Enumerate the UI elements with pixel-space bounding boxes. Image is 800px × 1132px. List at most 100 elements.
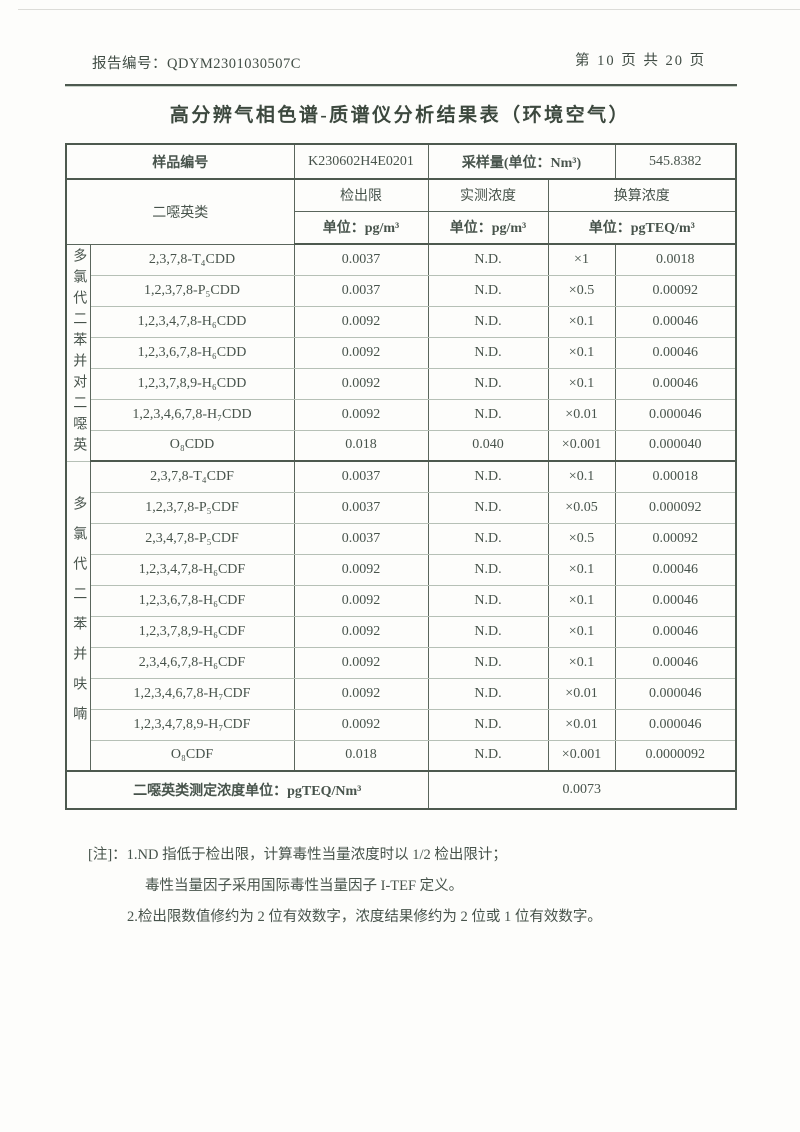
detection-limit: 0.0037: [293, 491, 429, 524]
measured-value: 0.040: [427, 429, 549, 462]
measured-value: N.D.: [427, 522, 549, 555]
unit-measured: 单位：pg/m³: [427, 210, 549, 245]
measured-value: N.D.: [427, 491, 549, 524]
column-header-row: 二噁英类 检出限 实测浓度 换算浓度: [65, 178, 737, 245]
compound-name: 1,2,3,4,7,8-H₆CDF: [89, 553, 295, 586]
tef-factor: ×0.1: [547, 584, 616, 617]
measured-value: N.D.: [427, 646, 549, 679]
compound-name: O₈CDD: [89, 429, 295, 462]
total-row: 二噁英类测定浓度单位：pgTEQ/Nm³ 0.0073: [65, 770, 737, 809]
compound-name: 2,3,7,8-T₄CDF: [89, 460, 295, 493]
footnotes: [注]：1.ND 指低于检出限，计算毒性当量浓度时以 1/2 检出限计； 毒性当…: [88, 840, 728, 933]
col-converted: 换算浓度: [547, 178, 737, 212]
measured-value: N.D.: [427, 708, 549, 741]
compound-name: 1,2,3,6,7,8-H₆CDF: [89, 584, 295, 617]
table-row: O₈CDF 0.018 N.D. ×0.001 0.0000092: [66, 739, 737, 772]
measured-value: N.D.: [427, 584, 549, 617]
sample-volume-value: 545.8382: [614, 144, 737, 180]
table-row: 多氯代二苯并呋喃 2,3,7,8-T₄CDF 0.0037 N.D. ×0.1 …: [65, 460, 737, 772]
sample-volume-label: 采样量(单位：Nm³): [427, 144, 616, 180]
compound-name: 1,2,3,4,7,8-H₆CDD: [89, 305, 295, 338]
compound-name: 1,2,3,6,7,8-H₆CDD: [89, 336, 295, 369]
measured-value: N.D.: [427, 367, 549, 400]
table-row: 1,2,3,6,7,8-H₆CDF 0.0092 N.D. ×0.1 0.000…: [66, 584, 737, 617]
table-row: 1,2,3,7,8,9-H₆CDF 0.0092 N.D. ×0.1 0.000…: [66, 615, 737, 648]
tef-factor: ×0.01: [547, 398, 616, 431]
converted-value: 0.00046: [614, 336, 737, 369]
dioxin-category-label: 二噁英类: [65, 178, 295, 245]
converted-value: 0.000040: [614, 429, 737, 462]
page-indicator: 第 10 页 共 20 页: [575, 53, 707, 69]
converted-value: 0.00092: [614, 274, 737, 307]
converted-value: 0.000092: [614, 491, 737, 524]
converted-value: 0.00046: [614, 367, 737, 400]
measured-value: N.D.: [427, 553, 549, 586]
detection-limit: 0.0092: [293, 708, 429, 741]
measured-value: N.D.: [427, 398, 549, 431]
sample-info-row: 样品编号 K230602H4E0201 采样量(单位：Nm³) 545.8382: [65, 144, 737, 180]
table-row: 多氯代二苯并对二噁英 2,3,7,8-T₄CDD 0.0037 N.D. ×1 …: [65, 243, 737, 462]
converted-value: 0.00046: [614, 646, 737, 679]
report-number: 报告编号：QDYM2301030507C: [92, 56, 301, 72]
table-row: 1,2,3,7,8-P₅CDD 0.0037 N.D. ×0.5 0.00092: [66, 274, 737, 307]
footnote-line: [注]：1.ND 指低于检出限，计算毒性当量浓度时以 1/2 检出限计；: [88, 840, 728, 871]
detection-limit: 0.0092: [293, 615, 429, 648]
converted-value: 0.000046: [614, 398, 737, 431]
detection-limit: 0.0092: [293, 677, 429, 710]
compound-name: 1,2,3,7,8,9-H₆CDD: [89, 367, 295, 400]
table-row: 1,2,3,4,6,7,8-H₇CDF 0.0092 N.D. ×0.01 0.…: [66, 677, 737, 710]
tef-factor: ×0.1: [547, 336, 616, 369]
header-divider: [65, 84, 737, 87]
footnote-line: 毒性当量因子采用国际毒性当量因子 I-TEF 定义。: [145, 878, 464, 894]
table-row: 1,2,3,4,6,7,8-H₇CDD 0.0092 N.D. ×0.01 0.…: [66, 398, 737, 431]
compound-name: 2,3,4,6,7,8-H₆CDF: [89, 646, 295, 679]
sample-id-value: K230602H4E0201: [293, 144, 429, 180]
col-detection-limit: 检出限: [293, 178, 429, 212]
total-value: 0.0073: [427, 770, 737, 809]
unit-detection-limit: 单位：pg/m³: [293, 210, 429, 245]
table-row: 2,3,4,6,7,8-H₆CDF 0.0092 N.D. ×0.1 0.000…: [66, 646, 737, 679]
table-row: 1,2,3,6,7,8-H₆CDD 0.0092 N.D. ×0.1 0.000…: [66, 336, 737, 369]
detection-limit: 0.0092: [293, 336, 429, 369]
converted-value: 0.00046: [614, 305, 737, 338]
unit-row: 单位：pg/m³ 单位：pg/m³ 单位：pgTEQ/m³: [66, 210, 737, 245]
tef-factor: ×0.1: [547, 460, 616, 493]
tef-factor: ×0.1: [547, 646, 616, 679]
measured-value: N.D.: [427, 460, 549, 493]
footnote-line: 2.检出限数值修约为 2 位有效数字，浓度结果修约为 2 位或 1 位有效数字。: [127, 909, 602, 925]
total-label: 二噁英类测定浓度单位：pgTEQ/Nm³: [65, 770, 429, 809]
measured-value: N.D.: [427, 677, 549, 710]
tef-factor: ×0.01: [547, 677, 616, 710]
converted-value: 0.00092: [614, 522, 737, 555]
converted-value: 0.00046: [614, 584, 737, 617]
detection-limit: 0.0092: [293, 646, 429, 679]
dioxin-results-table: 样品编号 K230602H4E0201 采样量(单位：Nm³) 545.8382…: [65, 143, 738, 810]
compound-name: O₈CDF: [89, 739, 295, 772]
converted-value: 0.000046: [614, 708, 737, 741]
detection-limit: 0.0037: [293, 522, 429, 555]
detection-limit: 0.0037: [293, 243, 429, 276]
converted-value: 0.0018: [614, 243, 737, 276]
compound-name: 1,2,3,7,8-P₅CDF: [89, 491, 295, 524]
compound-name: 1,2,3,7,8,9-H₆CDF: [89, 615, 295, 648]
compound-name: 1,2,3,7,8-P₅CDD: [89, 274, 295, 307]
table-row: 1,2,3,7,8-P₅CDF 0.0037 N.D. ×0.05 0.0000…: [66, 491, 737, 524]
tef-factor: ×0.001: [547, 429, 616, 462]
detection-limit: 0.0092: [293, 398, 429, 431]
tef-factor: ×0.01: [547, 708, 616, 741]
group-pcdf-label: 多氯代二苯并呋喃: [65, 460, 91, 772]
measured-value: N.D.: [427, 739, 549, 772]
page-title: 高分辨气相色谱-质谱仪分析结果表（环境空气）: [169, 105, 631, 126]
detection-limit: 0.018: [293, 429, 429, 462]
converted-value: 0.000046: [614, 677, 737, 710]
table-row: O₈CDD 0.018 0.040 ×0.001 0.000040: [66, 429, 737, 462]
sample-id-label: 样品编号: [65, 144, 295, 180]
converted-value: 0.00046: [614, 615, 737, 648]
detection-limit: 0.0092: [293, 553, 429, 586]
compound-name: 2,3,4,7,8-P₅CDF: [89, 522, 295, 555]
table-row: 1,2,3,4,7,8-H₆CDF 0.0092 N.D. ×0.1 0.000…: [66, 553, 737, 586]
tef-factor: ×0.1: [547, 305, 616, 338]
compound-name: 1,2,3,4,7,8,9-H₇CDF: [89, 708, 295, 741]
footnote-prefix: [注]：: [88, 847, 127, 863]
tef-factor: ×0.5: [547, 522, 616, 555]
